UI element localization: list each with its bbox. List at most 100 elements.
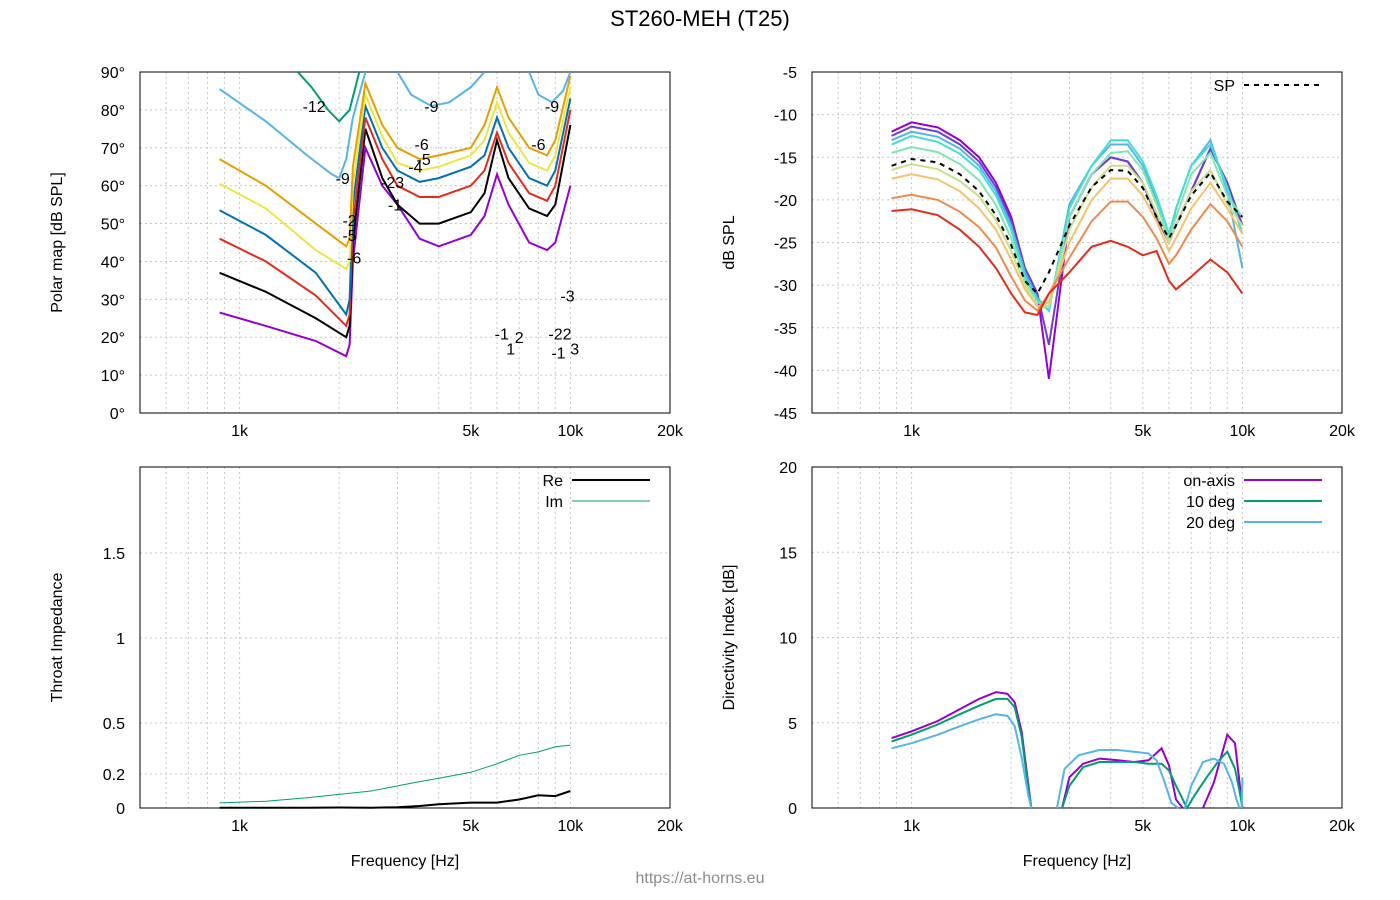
contour-label: -3	[560, 289, 574, 306]
x-tick-label: 10k	[558, 818, 585, 835]
grid	[812, 72, 1342, 413]
x-tick-label: 5k	[1134, 423, 1152, 440]
y-tick-label: -15	[774, 150, 797, 167]
contour-label: -2	[342, 213, 356, 230]
x-tick-label: 10k	[1230, 818, 1257, 835]
x-tick-label: 10k	[558, 423, 585, 440]
series-line	[891, 157, 1244, 296]
legend: SP	[1214, 78, 1322, 95]
grid	[812, 467, 1342, 808]
y-tick-label: 10	[779, 631, 797, 648]
series-group	[219, 744, 571, 809]
contour-label: 1	[506, 342, 515, 359]
y-tick-label: 20	[779, 460, 797, 477]
contour-label: -1	[388, 198, 402, 215]
legend: Re Im	[543, 473, 650, 511]
directivity-panel: 1k 5k 10k 20k 0 5 10 15 20 Directivity Index [dB]…	[721, 460, 1356, 870]
series-line	[891, 713, 1033, 809]
contour-line	[219, 144, 572, 358]
grid	[140, 72, 670, 413]
x-tick-label: 5k	[462, 818, 480, 835]
y-tick-label: 0.5	[103, 716, 125, 733]
y-tick-label: 15	[779, 545, 797, 562]
x-tick-label: 20k	[657, 423, 684, 440]
contour-label: -6	[347, 251, 361, 268]
contour-line	[219, 98, 572, 317]
contour-label: -5	[342, 228, 356, 245]
series-line	[1240, 777, 1244, 809]
x-tick-label: 5k	[462, 423, 480, 440]
legend-label: Re	[543, 473, 564, 490]
contour-label: -1	[551, 345, 565, 362]
series-line	[1061, 749, 1244, 811]
y-tick-label: 70°	[101, 141, 125, 158]
series-line	[891, 208, 1244, 317]
contours	[219, 72, 572, 358]
contour-line	[219, 72, 367, 180]
x-tick-label: 20k	[1329, 818, 1356, 835]
contour-line	[219, 109, 572, 328]
contour-line	[219, 124, 572, 339]
contour-line	[219, 75, 572, 248]
series-line	[891, 173, 1244, 308]
y-axis-label: dB SPL	[721, 215, 738, 269]
x-tick-label: 1k	[231, 423, 249, 440]
y-tick-label: 30°	[101, 292, 125, 309]
legend: on-axis 10 deg 20 deg	[1183, 473, 1322, 532]
contour-label: -12	[303, 99, 326, 116]
plot-frame	[139, 466, 671, 809]
y-tick-label: -25	[774, 236, 797, 253]
legend-label: 10 deg	[1186, 494, 1235, 511]
y-tick-label: 0	[116, 801, 125, 818]
legend-label: on-axis	[1183, 473, 1235, 490]
legend-label: Im	[545, 494, 563, 511]
plot-frame	[811, 71, 1343, 414]
legend-label: SP	[1214, 78, 1235, 95]
y-tick-label: 60°	[101, 179, 125, 196]
y-tick-label: 90°	[101, 65, 125, 82]
spl-panel: 1k 5k 10k 20k -45 -40 -35 -30 -25 -20 -15 -10 -5 dB S…	[721, 65, 1356, 440]
x-tick-label: 5k	[1134, 818, 1152, 835]
y-tick-label: -30	[774, 278, 797, 295]
x-tick-label: 20k	[1329, 423, 1356, 440]
contour-line	[528, 72, 572, 104]
contour-label: -9	[545, 99, 559, 116]
y-tick-label: -10	[774, 108, 797, 125]
series-line	[891, 134, 1244, 313]
series-line	[891, 193, 1244, 313]
y-tick-label: 0.2	[103, 767, 125, 784]
y-tick-label: 1.5	[103, 546, 125, 563]
series-line	[1202, 732, 1244, 809]
contour-line	[396, 72, 486, 108]
footer-url: https://at-horns.eu	[635, 870, 765, 887]
y-tick-label: 10°	[101, 368, 125, 385]
y-tick-label: 5	[788, 716, 797, 733]
series-line	[891, 697, 1033, 809]
series-line	[1183, 757, 1241, 809]
x-tick-label: 1k	[231, 818, 249, 835]
x-axis-label: Frequency [Hz]	[351, 853, 459, 870]
contour-label: -9	[336, 171, 350, 188]
x-tick-label: 1k	[903, 818, 921, 835]
legend-label: 20 deg	[1186, 515, 1235, 532]
contour-line	[297, 72, 361, 123]
grid	[140, 467, 670, 808]
contour-label: -1	[495, 326, 509, 343]
y-tick-label: 80°	[101, 103, 125, 120]
y-axis-label: Polar map [dB SPL]	[49, 172, 66, 313]
contour-label: -6	[414, 137, 428, 154]
y-tick-label: -45	[774, 406, 797, 423]
y-tick-label: -40	[774, 363, 797, 380]
contour-line	[219, 86, 572, 271]
chart-title: ST260-MEH (T25)	[610, 6, 790, 31]
y-tick-label: 50°	[101, 217, 125, 234]
plot-frame	[811, 466, 1343, 809]
contour-label: -23	[381, 175, 404, 192]
series-group	[891, 121, 1244, 380]
y-tick-label: 40°	[101, 254, 125, 271]
contour-label: 2	[515, 330, 524, 347]
series-line	[891, 145, 1244, 308]
contour-label: -6	[531, 137, 545, 154]
x-tick-label: 1k	[903, 423, 921, 440]
